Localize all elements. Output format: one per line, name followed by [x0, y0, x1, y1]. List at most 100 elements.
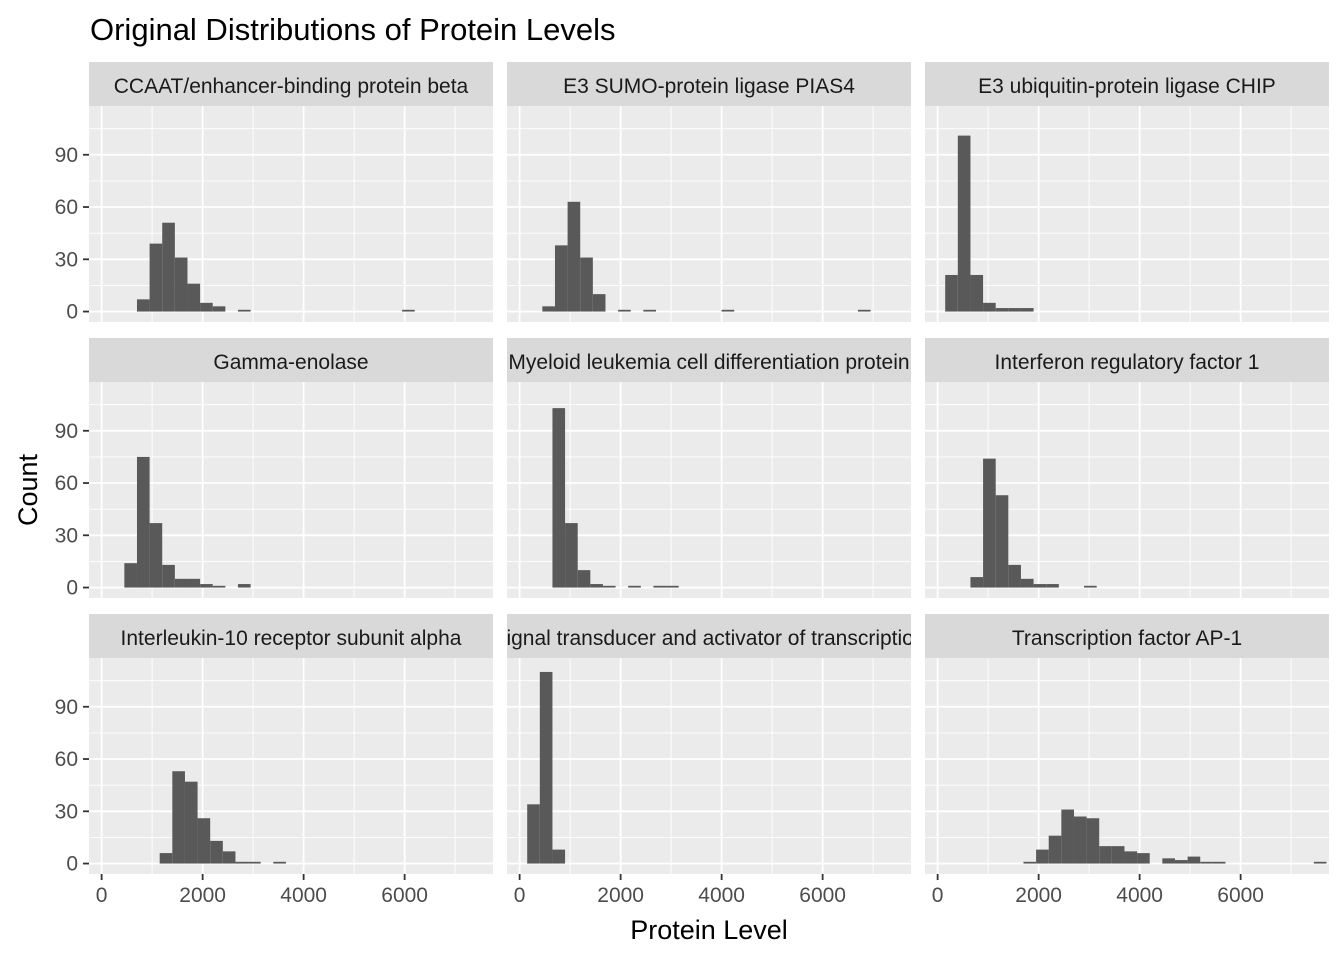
histogram-bar: [212, 306, 226, 312]
x-tick-label: 4000: [280, 884, 327, 907]
x-tick-label: 0: [514, 884, 526, 907]
histogram-bar: [1174, 860, 1188, 864]
facet-strip-label: Interleukin-10 receptor subunit alpha: [121, 627, 462, 650]
histogram-bar: [187, 578, 201, 588]
facet-strip: [925, 614, 1329, 658]
facet-panel: Interferon regulatory factor 1: [925, 338, 1329, 598]
histogram-bar: [643, 309, 656, 312]
y-tick-label: 60: [55, 196, 78, 219]
histogram-bar: [174, 257, 188, 312]
facet-strip: [925, 338, 1329, 382]
facet-panel: Interleukin-10 receptor subunit alpha 0 30…: [55, 614, 493, 907]
histogram-bar: [184, 781, 198, 864]
histogram-bar: [653, 585, 667, 588]
facet-panel: Signal transducer and activator of trans…: [507, 614, 911, 907]
x-tick-label: 6000: [1217, 884, 1264, 907]
histogram-bar: [1020, 578, 1034, 588]
histogram-bar: [983, 302, 996, 312]
facet-strip: [507, 62, 911, 106]
histogram-bar: [1033, 584, 1047, 588]
panel-background: [89, 658, 493, 874]
histogram-bar: [273, 861, 286, 864]
panel-background: [925, 658, 1329, 874]
histogram-bar: [402, 309, 415, 312]
histogram-bar: [580, 257, 593, 312]
histogram-bar: [200, 584, 213, 588]
histogram-bar: [1212, 861, 1226, 864]
facet-panel: CCAAT/enhancer-binding protein beta 0 30 60…: [55, 62, 493, 324]
histogram-bar: [554, 245, 568, 312]
histogram-bar: [602, 585, 616, 588]
histogram-bar: [592, 294, 606, 312]
histogram-bar: [970, 577, 984, 588]
facet-panel: Transcription factor AP-1 0 2000 4000 6000: [925, 614, 1329, 907]
histogram-bar: [970, 274, 984, 312]
histogram-bar: [222, 851, 236, 864]
facet-panel: E3 SUMO-protein ligase PIAS4: [507, 62, 911, 322]
histogram-bar: [552, 849, 566, 864]
histogram-bar: [1313, 861, 1327, 864]
histogram-bar: [1111, 846, 1125, 864]
histogram-bar: [1084, 585, 1097, 588]
facet-strip: [89, 614, 493, 658]
histogram-bar: [1099, 846, 1112, 864]
histogram-bar: [527, 804, 540, 864]
x-tick-label: 2000: [597, 884, 644, 907]
y-tick-label: 0: [66, 853, 78, 876]
y-tick-label: 60: [55, 748, 78, 771]
histogram-bar: [565, 523, 578, 588]
histogram-bar: [590, 584, 603, 588]
histogram-bar: [1048, 835, 1062, 864]
histogram-bar: [162, 222, 175, 312]
histogram-bar: [542, 306, 555, 312]
facet-panel: Myeloid leukemia cell differentiation pr…: [507, 338, 911, 598]
y-tick-label: 60: [55, 472, 78, 495]
x-tick-label: 6000: [799, 884, 846, 907]
histogram-bar: [552, 408, 566, 588]
panel-background: [925, 106, 1329, 322]
histogram-bar: [1020, 308, 1034, 312]
facet-panel: E3 ubiquitin-protein ligase CHIP: [925, 62, 1329, 322]
facet-strip: [89, 338, 493, 382]
y-tick-label: 0: [66, 301, 78, 324]
histogram-bar: [957, 135, 971, 312]
histogram-bar: [1187, 856, 1201, 864]
facet-panels: CCAAT/enhancer-binding protein beta 0 30 60…: [55, 62, 1329, 907]
x-tick-label: 4000: [698, 884, 745, 907]
histogram-bar: [666, 585, 679, 588]
facet-strip-label: Transcription factor AP-1: [1012, 627, 1242, 650]
histogram-bar: [577, 570, 591, 588]
histogram-bar: [197, 818, 211, 864]
histogram-bar: [237, 584, 251, 588]
x-axis-title: Protein Level: [630, 915, 788, 945]
histogram-bar: [248, 861, 261, 864]
histogram-bar: [995, 308, 1009, 312]
y-tick-label: 90: [55, 144, 78, 167]
facet-strip-label: Interferon regulatory factor 1: [995, 351, 1260, 374]
histogram-bar: [124, 563, 137, 588]
histogram-bar: [721, 309, 735, 312]
y-tick-label: 30: [55, 248, 78, 271]
histogram-bar: [200, 302, 213, 312]
histogram-bar: [1061, 809, 1074, 864]
histogram-bar: [136, 299, 150, 312]
histogram-bar: [618, 309, 631, 312]
facet-strip: [89, 62, 493, 106]
x-tick-label: 2000: [179, 884, 226, 907]
histogram-bar: [1023, 861, 1037, 864]
histogram-bar: [149, 523, 163, 588]
histogram-bar: [567, 201, 581, 312]
histogram-bar: [1008, 564, 1021, 588]
histogram-bar: [945, 274, 958, 312]
x-tick-label: 6000: [381, 884, 428, 907]
facet-strip: [925, 62, 1329, 106]
histogram-bar: [172, 771, 185, 864]
histogram-bar: [1086, 818, 1100, 864]
histogram-bar: [857, 309, 871, 312]
y-tick-label: 30: [55, 524, 78, 547]
facet-strip-label: Myeloid leukemia cell differentiation pr…: [508, 351, 909, 374]
x-tick-label: 2000: [1015, 884, 1062, 907]
histogram-bar: [995, 495, 1009, 588]
facet-strip: [507, 614, 911, 658]
facet-strip: [507, 338, 911, 382]
